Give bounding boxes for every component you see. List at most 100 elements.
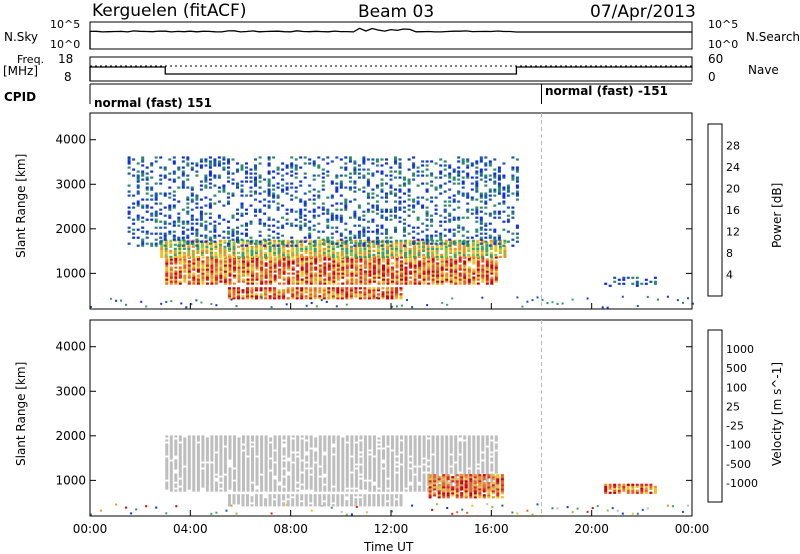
scatter-cell xyxy=(187,270,191,273)
scatter-cell xyxy=(380,196,384,199)
scatter-cell xyxy=(321,212,325,215)
scatter-cell xyxy=(136,236,140,239)
scatter-cell xyxy=(488,160,492,163)
scatter-cell xyxy=(417,249,421,252)
scatter-cell xyxy=(199,166,203,169)
scatter-cell xyxy=(246,465,250,468)
scatter-cell xyxy=(323,461,327,464)
scatter-cell xyxy=(386,253,389,256)
scatter-cell xyxy=(336,295,340,298)
scatter-cell xyxy=(515,232,519,235)
scatter-cell xyxy=(382,280,385,283)
scatter-cell xyxy=(145,204,149,207)
scatter-cell xyxy=(268,289,272,292)
scatter-cell xyxy=(232,297,236,300)
scatter-cell xyxy=(318,439,322,442)
scatter-cell xyxy=(466,210,470,213)
scatter-cell xyxy=(398,184,402,187)
scatter-cell xyxy=(431,469,435,472)
scatter-cell xyxy=(181,182,185,185)
scatter-cell xyxy=(168,230,172,233)
scatter-cell xyxy=(296,473,300,476)
scatter-cell xyxy=(273,297,277,300)
scatter-cell xyxy=(192,439,196,442)
scatter-cell xyxy=(471,245,475,248)
scatter-cell xyxy=(318,437,322,440)
scatter-cell xyxy=(205,276,209,279)
scatter-cell xyxy=(362,190,366,193)
scatter-cell xyxy=(485,282,489,285)
scatter-cell xyxy=(201,435,205,438)
scatter-cell xyxy=(382,264,385,267)
scatter-cell xyxy=(318,253,322,256)
scatter-cell xyxy=(413,272,417,275)
scatter-cell xyxy=(377,260,381,263)
scatter-cell xyxy=(132,158,136,161)
scatter-cell xyxy=(250,291,254,294)
scatter-cell xyxy=(363,291,367,294)
scatter-cell xyxy=(332,463,336,466)
scatter-cell xyxy=(454,282,458,285)
scatter-cell xyxy=(490,276,494,279)
scatter-cell xyxy=(498,249,502,252)
scatter-cell xyxy=(546,302,549,305)
scatter-cell xyxy=(272,170,276,173)
scatter-cell xyxy=(354,291,358,294)
scatter-cell xyxy=(436,270,440,273)
scatter-cell xyxy=(260,487,264,490)
scatter-cell xyxy=(341,487,345,490)
scatter-cell xyxy=(269,489,273,492)
scatter-cell xyxy=(195,170,199,173)
scatter-cell xyxy=(327,251,331,254)
scatter-cell xyxy=(327,479,331,482)
scatter-cell xyxy=(427,457,431,460)
scatter-cell xyxy=(264,487,268,490)
scatter-cell xyxy=(385,240,388,243)
scatter-cell xyxy=(159,182,163,185)
scatter-cell xyxy=(249,176,253,179)
scatter-cell xyxy=(191,251,195,254)
scatter-cell xyxy=(201,264,205,267)
scatter-cell xyxy=(282,447,286,450)
scatter-cell xyxy=(368,274,372,277)
scatter-cell xyxy=(205,437,209,440)
scatter-cell xyxy=(354,471,358,474)
scatter-cell xyxy=(254,190,257,193)
scatter-cell xyxy=(181,160,185,163)
scatter-cell xyxy=(475,190,479,193)
scatter-cell xyxy=(457,190,461,193)
scatter-cell xyxy=(454,260,458,263)
scatter-cell xyxy=(287,469,291,472)
scatter-cell xyxy=(395,473,399,476)
scatter-cell xyxy=(506,220,510,223)
scatter-cell xyxy=(398,176,402,179)
scatter-cell xyxy=(246,475,250,478)
scatter-cell xyxy=(422,245,426,248)
scatter-cell xyxy=(503,249,507,252)
scatter-cell xyxy=(169,276,173,279)
scatter-cell xyxy=(461,240,465,243)
scatter-cell xyxy=(345,461,349,464)
scatter-cell xyxy=(515,176,519,179)
scatter-cell xyxy=(187,260,191,263)
scatter-cell xyxy=(177,220,181,223)
scatter-cell xyxy=(339,244,343,247)
scatter-cell xyxy=(136,180,140,183)
scatter-cell xyxy=(145,198,149,201)
scatter-cell xyxy=(192,473,196,476)
scatter-cell xyxy=(404,457,408,460)
scatter-cell xyxy=(463,463,467,466)
scatter-cell xyxy=(273,479,277,482)
scatter-cell xyxy=(317,236,321,239)
scatter-cell xyxy=(353,186,357,189)
scatter-cell xyxy=(222,156,226,159)
scatter-cell xyxy=(368,268,372,271)
scatter-cell xyxy=(422,262,426,265)
scatter-cell xyxy=(140,300,143,303)
scatter-cell xyxy=(327,467,331,470)
scatter-cell xyxy=(318,447,322,450)
scatter-cell xyxy=(145,176,149,179)
scatter-cell xyxy=(136,216,140,219)
scatter-cell xyxy=(237,489,241,492)
scatter-cell xyxy=(381,295,385,298)
